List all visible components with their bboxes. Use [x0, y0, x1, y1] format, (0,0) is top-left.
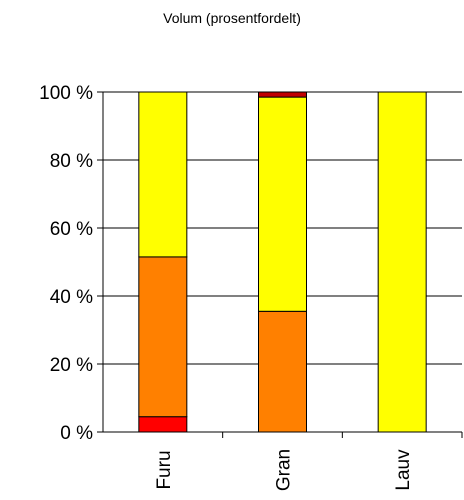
chart-title: Volum (prosentfordelt)	[163, 10, 301, 26]
x-category-label: Lauv	[393, 449, 414, 491]
x-category-label: Furu	[154, 450, 175, 489]
category-labels: Furu Gran Lauv	[154, 449, 414, 491]
y-tick-label: 80 %	[50, 151, 93, 172]
y-tick-label: 100 %	[39, 83, 93, 104]
y-tick-label: 20 %	[50, 355, 93, 376]
axes	[97, 91, 463, 438]
y-tick-label: 0 %	[60, 423, 93, 444]
bar-segment-gran-1	[258, 310, 307, 433]
bar-segment-gran-3	[258, 91, 307, 98]
y-tick-labels: 0 % 20 % 40 % 60 % 80 % 100 %	[39, 83, 93, 444]
x-category-label: Gran	[274, 449, 295, 491]
y-tick-label: 60 %	[50, 219, 93, 240]
bar-segment-furu-2	[138, 91, 188, 258]
bar-segment-gran-2	[258, 96, 307, 312]
bars	[138, 91, 427, 433]
bar-segment-lauv-2	[377, 91, 427, 433]
bar-segment-furu-0	[138, 416, 188, 433]
bar-segment-furu-1	[138, 256, 188, 418]
y-tick-label: 40 %	[50, 287, 93, 308]
